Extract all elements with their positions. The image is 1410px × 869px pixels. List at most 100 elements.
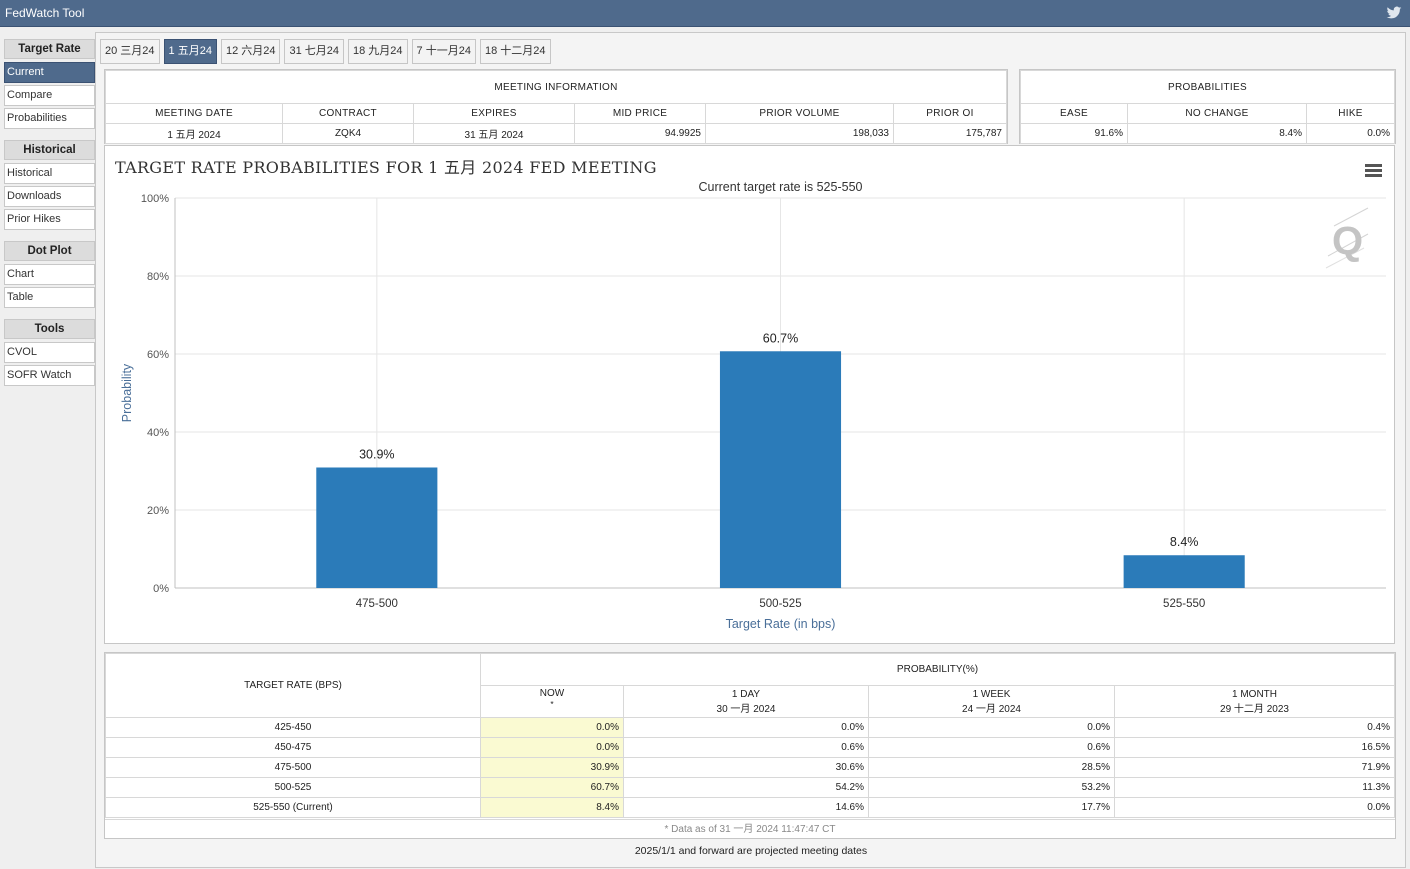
sidebar-item-current[interactable]: Current: [4, 62, 95, 83]
sidebar-item-prior-hikes[interactable]: Prior Hikes: [4, 209, 95, 230]
meeting-tab[interactable]: 20 三月24: [100, 39, 160, 64]
sidebar-item-downloads[interactable]: Downloads: [4, 186, 95, 207]
no-change-value: 8.4%: [1127, 123, 1307, 144]
sidebar-item-compare[interactable]: Compare: [4, 85, 95, 106]
bar-data-label: 8.4%: [1170, 535, 1199, 549]
sidebar-header-target-rate: Target Rate: [4, 39, 95, 59]
meeting-info-table: MEETING INFORMATION MEETING DATE CONTRAC…: [105, 70, 1007, 144]
sidebar-item-table[interactable]: Table: [4, 287, 95, 308]
sidebar-header-dot-plot: Dot Plot: [4, 241, 95, 261]
bar: [316, 467, 438, 588]
probability-cell: 8.4%: [480, 797, 624, 818]
probability-cell: 0.6%: [868, 737, 1115, 758]
chart-menu-icon[interactable]: [1365, 164, 1382, 178]
column-date: 24 一月 2024: [962, 703, 1021, 715]
column-date: 29 十二月 2023: [1220, 703, 1289, 715]
meeting-tabs: 20 三月24 1 五月24 12 六月24 31 七月24 18 九月24 7 十一月2…: [100, 39, 555, 64]
probability-cell: 71.9%: [1114, 757, 1395, 778]
ease-value: 91.6%: [1020, 123, 1128, 144]
meeting-tab[interactable]: 18 十二月24: [479, 39, 551, 64]
probability-cell: 54.2%: [623, 777, 869, 798]
table-row: 525-550 (Current) 8.4% 14.6% 17.7% 0.0%: [105, 797, 1395, 818]
target-rate-cell: 450-475: [105, 737, 481, 758]
sidebar-header-tools: Tools: [4, 319, 95, 339]
sidebar-item-sofr-watch[interactable]: SOFR Watch: [4, 365, 95, 386]
meeting-info-panel: MEETING INFORMATION MEETING DATE CONTRAC…: [104, 69, 1008, 144]
main-content: 20 三月24 1 五月24 12 六月24 31 七月24 18 九月24 7 十一月2…: [95, 32, 1406, 868]
probability-cell: 30.9%: [480, 757, 624, 778]
x-tick-label: 500-525: [759, 598, 801, 610]
sidebar-item-cvol[interactable]: CVOL: [4, 342, 95, 363]
prob-column-header: NOW *: [480, 685, 624, 718]
bar: [719, 351, 842, 588]
y-tick-label: 40%: [147, 427, 169, 439]
hike-value: 0.0%: [1306, 123, 1395, 144]
header-expires: EXPIRES: [413, 103, 575, 124]
probability-table: TARGET RATE (BPS) PROBABILITY(%) NOW * 1 D…: [105, 653, 1395, 818]
header-target-rate: TARGET RATE (BPS): [105, 653, 481, 718]
meeting-tab[interactable]: 12 六月24: [220, 39, 281, 64]
probability-cell: 14.6%: [623, 797, 869, 818]
bar: [1123, 555, 1245, 588]
column-label: 1 DAY: [731, 688, 761, 700]
x-tick-label: 525-550: [1163, 598, 1205, 610]
probabilities-panel: PROBABILITIES EASE NO CHANGE HIKE 91.6% …: [1019, 69, 1396, 144]
contract-value: ZQK4: [282, 123, 414, 144]
header-meeting-date: MEETING DATE: [105, 103, 283, 124]
header-ease: EASE: [1020, 103, 1128, 124]
probabilities-table: PROBABILITIES EASE NO CHANGE HIKE 91.6% …: [1020, 70, 1395, 144]
column-label: 1 MONTH: [1232, 688, 1277, 700]
prior-oi-value: 175,787: [893, 123, 1007, 144]
sidebar-item-probabilities[interactable]: Probabilities: [4, 108, 95, 129]
prob-column-header: 1 MONTH 29 十二月 2023: [1114, 685, 1395, 718]
y-tick-label: 0%: [153, 583, 169, 595]
table-row: 425-450 0.0% 0.0% 0.0% 0.4%: [105, 717, 1395, 738]
meeting-tab[interactable]: 18 九月24: [348, 39, 408, 64]
header-prior-volume: PRIOR VOLUME: [705, 103, 894, 124]
svg-text:Q: Q: [1332, 219, 1363, 263]
prob-column-header: 1 WEEK 24 一月 2024: [868, 685, 1115, 718]
probability-cell: 28.5%: [868, 757, 1115, 778]
probability-cell: 53.2%: [868, 777, 1115, 798]
mid-price-value: 94.9925: [574, 123, 706, 144]
projected-dates-footer: 2025/1/1 and forward are projected meeti…: [634, 845, 868, 857]
sidebar-header-historical: Historical: [4, 140, 95, 160]
bar-data-label: 60.7%: [763, 331, 798, 345]
probability-cell: 16.5%: [1114, 737, 1395, 758]
meeting-info-title: MEETING INFORMATION: [105, 70, 1007, 104]
column-label: 1 WEEK: [972, 688, 1011, 700]
probability-cell: 11.3%: [1114, 777, 1395, 798]
meeting-tab[interactable]: 31 七月24: [284, 39, 345, 64]
bar-chart: 0% 20% 40% 60% 80% 100% 30.9% 475-500 60.7% 500-5…: [120, 180, 1386, 631]
header-hike: HIKE: [1306, 103, 1395, 124]
table-row: 475-500 30.9% 30.6% 28.5% 71.9%: [105, 757, 1395, 778]
column-label: NOW: [539, 688, 565, 700]
app-titlebar: FedWatch Tool: [0, 0, 1410, 27]
sidebar-item-historical[interactable]: Historical: [4, 163, 95, 184]
bar-data-label: 30.9%: [359, 447, 394, 461]
probability-cell: 0.0%: [623, 717, 869, 738]
meeting-tab[interactable]: 1 五月24: [163, 39, 217, 64]
probability-cell: 0.0%: [480, 737, 624, 758]
header-no-change: NO CHANGE: [1127, 103, 1307, 124]
prob-column-header: 1 DAY 30 一月 2024: [623, 685, 869, 718]
target-rate-cell: 500-525: [105, 777, 481, 798]
header-probability: PROBABILITY(%): [480, 653, 1395, 686]
probability-cell: 17.7%: [868, 797, 1115, 818]
target-rate-cell: 475-500: [105, 757, 481, 778]
expires-value: 31 五月 2024: [413, 123, 575, 144]
sidebar: Target Rate Current Compare Probabilities Hi…: [4, 39, 95, 388]
probability-cell: 0.6%: [623, 737, 869, 758]
x-axis-title: Target Rate (in bps): [726, 617, 836, 631]
table-row: 450-475 0.0% 0.6% 0.6% 16.5%: [105, 737, 1395, 758]
sidebar-item-chart[interactable]: Chart: [4, 264, 95, 285]
header-mid-price: MID PRICE: [574, 103, 706, 124]
meeting-tab[interactable]: 7 十一月24: [411, 39, 476, 64]
probabilities-title: PROBABILITIES: [1020, 70, 1395, 104]
probability-table-panel: TARGET RATE (BPS) PROBABILITY(%) NOW * 1 D…: [104, 652, 1396, 839]
y-tick-label: 60%: [147, 349, 169, 361]
data-timestamp-note: * Data as of 31 一月 2024 11:47:47 CT: [105, 819, 1395, 839]
quikstrike-logo-icon: Q: [1325, 207, 1369, 269]
twitter-icon[interactable]: [1386, 5, 1402, 21]
header-contract: CONTRACT: [282, 103, 414, 124]
